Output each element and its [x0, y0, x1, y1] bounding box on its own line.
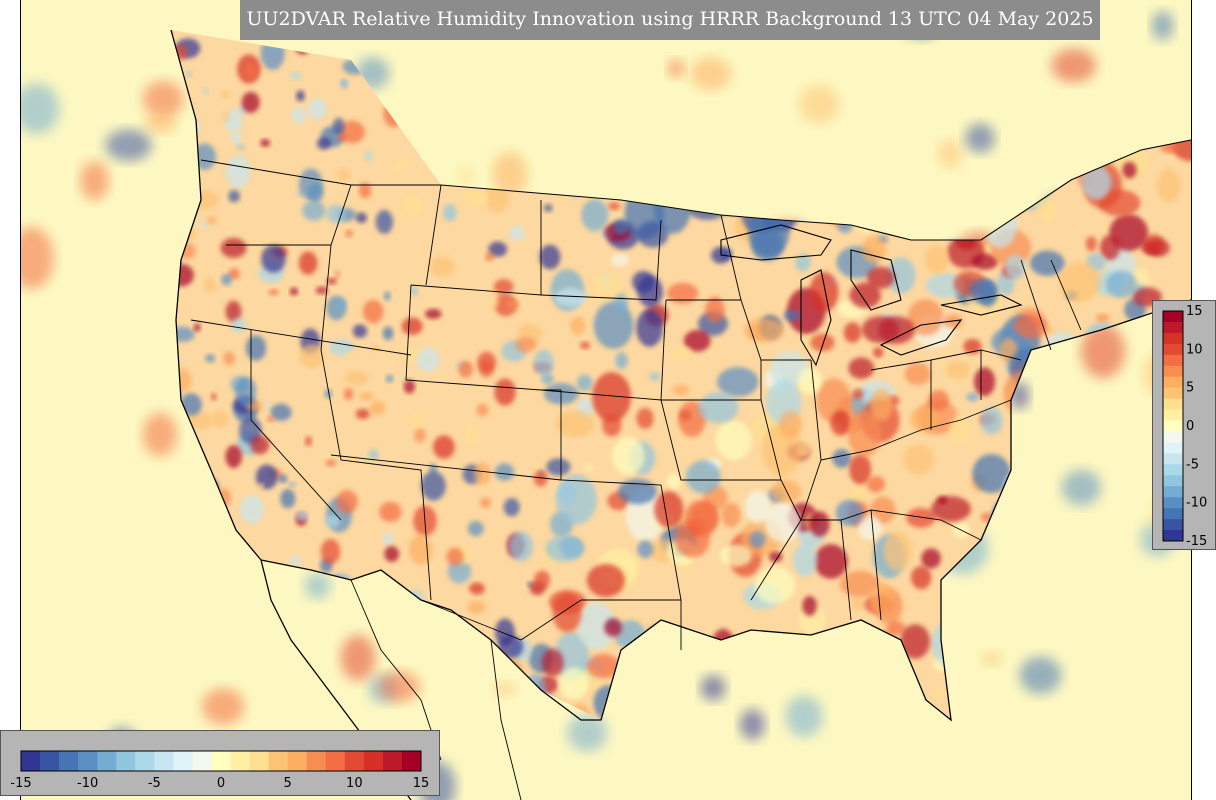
- colorbar-swatch: [1163, 409, 1183, 422]
- colorbar-tick-label: 15: [1186, 304, 1203, 319]
- colorbar-swatch: [173, 751, 193, 771]
- colorbar-swatch: [1163, 442, 1183, 454]
- colorbar-tick-label: -5: [148, 776, 161, 791]
- colorbar-swatch: [1163, 387, 1183, 400]
- horizontal-colorbar: -15 -10 -5 0 5 10 15: [10, 750, 429, 791]
- colorbar-swatch: [211, 751, 232, 771]
- colorbar-tick-label: 15: [413, 776, 430, 791]
- vertical-colorbar-ticks: 15 10 5 0 -5 -10 -15: [1186, 304, 1207, 549]
- colorbar-swatch: [1163, 321, 1183, 334]
- colorbar-swatch: [325, 751, 346, 771]
- colorbar-swatch: [382, 751, 403, 771]
- vertical-colorbar-swatches: [1162, 310, 1184, 542]
- colorbar-swatch: [1163, 376, 1183, 389]
- colorbar-tick-label: -10: [77, 776, 98, 791]
- colorbar-swatch: [40, 751, 60, 771]
- colorbar-swatch: [78, 751, 98, 771]
- colorbar-swatch: [287, 751, 308, 771]
- colorbar-swatch: [1163, 332, 1183, 345]
- colorbar-swatch: [1163, 354, 1183, 367]
- colorbar-outline: [1162, 310, 1184, 542]
- colorbar-swatch: [306, 751, 327, 771]
- colorbar-swatch: [116, 751, 136, 771]
- colorbar-swatch: [1163, 398, 1183, 411]
- colorbar-swatch: [1163, 343, 1183, 356]
- map-panel: [20, 0, 1192, 800]
- colorbar-swatch: [1163, 431, 1183, 443]
- horizontal-colorbar-ticks: -15 -10 -5 0 5 10 15: [10, 776, 429, 791]
- colorbar-tick-label: 5: [284, 776, 292, 791]
- colorbar-swatch: [230, 751, 251, 771]
- colorbar-outline: [20, 750, 422, 772]
- colorbar-tick-label: -15: [1186, 534, 1207, 549]
- colorbar-swatch: [1163, 420, 1183, 432]
- colorbar-swatch: [249, 751, 270, 771]
- horizontal-colorbar-swatches: [20, 750, 422, 772]
- colorbar-swatch: [401, 751, 422, 771]
- colorbar-tick-label: -5: [1186, 457, 1199, 472]
- colorbar-swatch: [1163, 311, 1183, 323]
- colorbar-swatch: [135, 751, 155, 771]
- vertical-colorbar-panel: 15 10 5 0 -5 -10 -15: [1152, 300, 1216, 550]
- colorbar-tick-label: 0: [1186, 419, 1194, 434]
- colorbar-swatch: [1163, 486, 1183, 498]
- colorbar-tick-label: 0: [217, 776, 225, 791]
- colorbar-swatch: [97, 751, 117, 771]
- colorbar-swatch: [59, 751, 79, 771]
- colorbar-swatch: [1163, 497, 1183, 509]
- state-borders: [170, 29, 1191, 800]
- map-title: UU2DVAR Relative Humidity Innovation usi…: [240, 0, 1100, 40]
- colorbar-swatch: [363, 751, 384, 771]
- colorbar-tick-label: 10: [1186, 342, 1203, 357]
- colorbar-swatch: [1163, 530, 1183, 542]
- colorbar-swatch: [154, 751, 174, 771]
- colorbar-swatch: [1163, 464, 1183, 476]
- colorbar-tick-label: -15: [10, 776, 31, 791]
- colorbar-swatch: [268, 751, 289, 771]
- colorbar-tick-label: -10: [1186, 496, 1207, 511]
- colorbar-swatch: [21, 751, 41, 771]
- colorbar-swatch: [192, 751, 212, 771]
- colorbar-swatch: [1163, 475, 1183, 487]
- horizontal-colorbar-panel: -15 -10 -5 0 5 10 15: [0, 730, 440, 796]
- humidity-map: [21, 0, 1191, 800]
- colorbar-tick-label: 5: [1186, 381, 1194, 396]
- colorbar-swatch: [1163, 519, 1183, 531]
- colorbar-swatch: [1163, 365, 1183, 378]
- colorbar-tick-label: 10: [346, 776, 363, 791]
- colorbar-swatch: [1163, 508, 1183, 520]
- colorbar-swatch: [1163, 453, 1183, 465]
- vertical-colorbar: 15 10 5 0 -5 -10 -15: [1162, 304, 1207, 549]
- colorbar-swatch: [344, 751, 365, 771]
